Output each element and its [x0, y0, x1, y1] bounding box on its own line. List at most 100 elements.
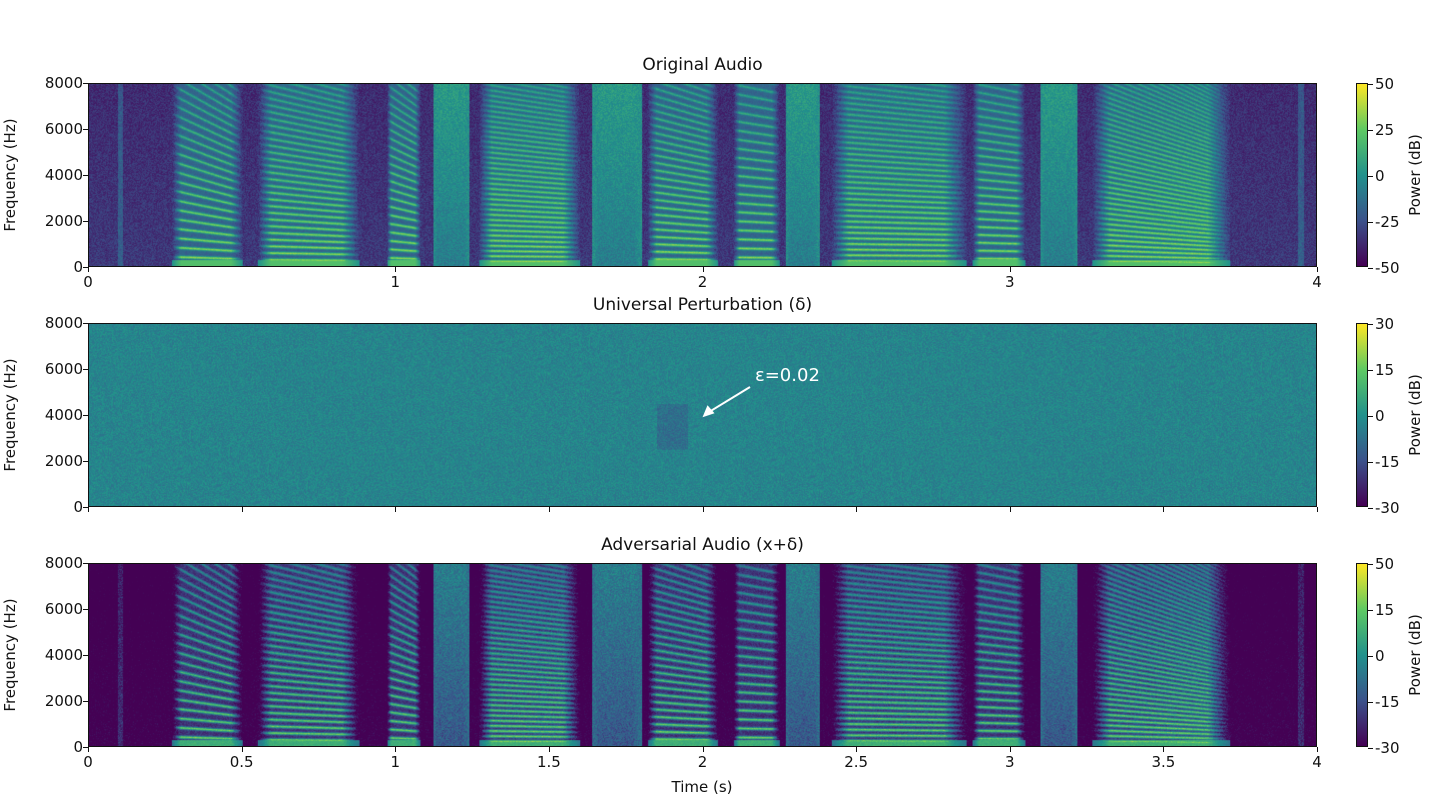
colorbar-tick-mark	[1368, 702, 1373, 703]
y-tick-mark	[83, 507, 88, 508]
x-tick-label: 3	[1004, 273, 1015, 291]
y-tick-mark	[83, 563, 88, 564]
spectrogram-heatmap	[88, 563, 1317, 747]
colorbar: 50 15 0 -15 -30 Power (dB)	[1356, 555, 1424, 757]
colorbar-tick-mark	[1368, 610, 1373, 611]
x-tick-mark	[241, 507, 243, 512]
colorbar: 50 25 0 -25 -50 Power (dB)	[1356, 75, 1424, 277]
x-tick-label: 3.5	[1151, 753, 1176, 771]
colorbar-tick-mark	[1368, 176, 1373, 177]
annotation-label: ε=0.02	[755, 365, 820, 386]
x-tick-mark	[1009, 267, 1011, 272]
colorbar-label: Power (dB)	[1406, 614, 1424, 696]
y-tick-mark	[83, 701, 88, 702]
x-tick-label: 4	[1312, 753, 1322, 771]
y-tick-label: 8000	[44, 314, 83, 332]
x-tick-mark	[395, 747, 397, 752]
colorbar-tick-label: 15	[1375, 601, 1395, 619]
x-tick-label: 2.5	[844, 753, 869, 771]
colorbar-label: Power (dB)	[1406, 134, 1424, 216]
colorbar-tick-mark	[1368, 324, 1373, 325]
x-tick-mark	[241, 747, 243, 752]
y-axis-label: Frequency (Hz)	[1, 598, 19, 712]
colorbar-tick-label: 50	[1375, 75, 1395, 93]
colorbar-tick-mark	[1368, 84, 1373, 85]
colorbar: 30 15 0 -15 -30 Power (dB)	[1356, 315, 1424, 517]
colorbar-tick-label: -15	[1375, 693, 1400, 711]
x-tick-mark	[702, 747, 704, 752]
colorbar-tick-label: -15	[1375, 453, 1400, 471]
y-tick-label: 6000	[44, 360, 83, 378]
colorbar-tick-mark	[1368, 748, 1373, 749]
colorbar-label: Power (dB)	[1406, 374, 1424, 456]
y-tick-mark	[83, 609, 88, 610]
x-tick-mark	[1317, 267, 1318, 272]
x-tick-label: 4	[1312, 273, 1322, 291]
colorbar-tick-label: -30	[1375, 499, 1400, 517]
y-tick-label: 0	[73, 498, 83, 516]
colorbar-tick-label: 30	[1375, 315, 1395, 333]
y-tick-label: 4000	[44, 166, 83, 184]
x-tick-mark	[88, 267, 89, 272]
y-tick-mark	[83, 369, 88, 370]
colorbar-tick-mark	[1368, 656, 1373, 657]
y-tick-label: 8000	[44, 554, 83, 572]
y-tick-label: 2000	[44, 452, 83, 470]
x-tick-mark	[395, 507, 397, 512]
x-tick-mark	[856, 747, 858, 752]
spectrogram-heatmap	[88, 83, 1317, 267]
x-tick-mark	[88, 507, 89, 512]
colorbar-tick-mark	[1368, 370, 1373, 371]
colorbar-tick-mark	[1368, 416, 1373, 417]
x-tick-mark	[1009, 747, 1011, 752]
y-tick-mark	[83, 221, 88, 222]
y-tick-label: 6000	[44, 120, 83, 138]
y-tick-mark	[83, 461, 88, 462]
spectrogram-panel: Universal Perturbation (δ) Frequency (Hz)…	[1, 295, 1318, 516]
colorbar-tick-label: -50	[1375, 259, 1400, 277]
x-tick-mark	[1317, 507, 1318, 512]
x-tick-mark	[1163, 507, 1165, 512]
x-tick-label: 0.5	[229, 753, 254, 771]
colorbar-tick-label: 50	[1375, 555, 1395, 573]
y-tick-label: 4000	[44, 406, 83, 424]
x-axis-label: Time (s)	[671, 778, 733, 796]
colorbar-tick-mark	[1368, 508, 1373, 509]
colorbar-tick-label: 25	[1375, 121, 1395, 139]
y-axis-label: Frequency (Hz)	[1, 118, 19, 232]
x-tick-mark	[548, 747, 550, 752]
y-tick-mark	[83, 747, 88, 748]
colorbar-tick-label: 15	[1375, 361, 1395, 379]
y-tick-mark	[83, 129, 88, 130]
y-tick-mark	[83, 83, 88, 84]
colorbar-tick-label: -30	[1375, 739, 1400, 757]
y-tick-mark	[83, 267, 88, 268]
y-tick-mark	[83, 415, 88, 416]
colorbar-tick-label: 0	[1375, 407, 1385, 425]
x-tick-label: 2	[697, 273, 708, 291]
y-tick-label: 2000	[44, 212, 83, 230]
x-tick-mark	[548, 507, 550, 512]
colorbar-tick-mark	[1368, 222, 1373, 223]
colorbar-tick-label: 0	[1375, 167, 1385, 185]
x-tick-label: 0	[83, 273, 93, 291]
colorbar-tick-label: 0	[1375, 647, 1385, 665]
y-axis-label: Frequency (Hz)	[1, 358, 19, 472]
x-tick-label: 0	[83, 753, 93, 771]
colorbar-tick-label: -25	[1375, 213, 1400, 231]
spectrogram-panel: Adversarial Audio (x+δ) Frequency (Hz) 0 20…	[1, 535, 1322, 771]
colorbar-tick-mark	[1368, 268, 1373, 269]
y-tick-label: 2000	[44, 692, 83, 710]
colorbar-tick-mark	[1368, 564, 1373, 565]
y-tick-mark	[83, 655, 88, 656]
x-tick-mark	[1317, 747, 1318, 752]
spectrogram-panel: Original Audio Frequency (Hz) 0 2000 4000 600…	[1, 55, 1322, 291]
x-tick-mark	[702, 507, 704, 512]
y-tick-label: 0	[73, 738, 83, 756]
y-tick-label: 0	[73, 258, 83, 276]
x-tick-mark	[1163, 747, 1165, 752]
panel-title: Universal Perturbation (δ)	[592, 295, 813, 315]
colorbar-tick-mark	[1368, 130, 1373, 131]
spectrogram-heatmap	[88, 323, 1317, 507]
y-tick-label: 6000	[44, 600, 83, 618]
